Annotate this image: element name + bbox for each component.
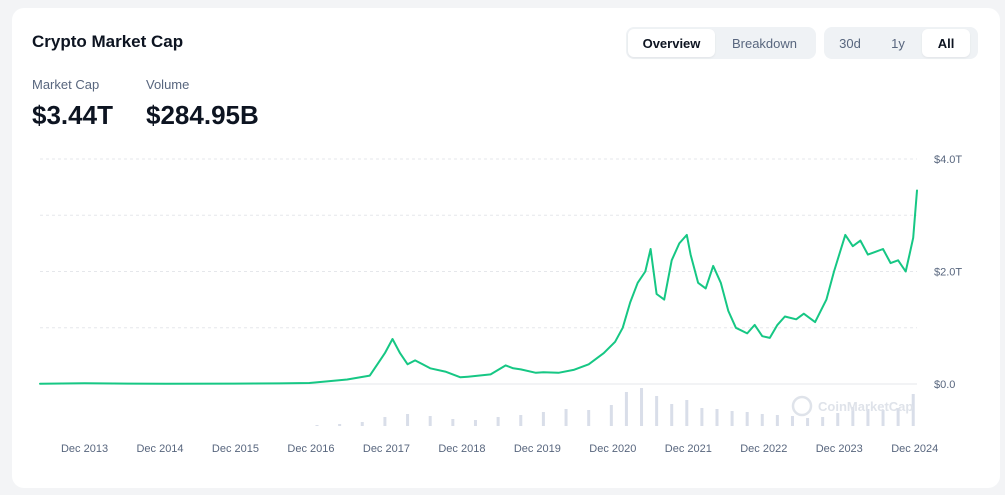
volume-bar bbox=[866, 409, 870, 426]
volume-bar bbox=[383, 417, 387, 426]
market-cap-label: Market Cap bbox=[32, 77, 100, 92]
volume-bar bbox=[775, 415, 779, 426]
range-1y-button[interactable]: 1y bbox=[874, 29, 922, 57]
market-cap-line bbox=[39, 189, 918, 385]
volume-bar bbox=[896, 408, 900, 426]
volume-bar bbox=[670, 404, 674, 426]
volume-bar bbox=[851, 407, 855, 426]
volume-bar bbox=[655, 396, 659, 426]
volume-bar bbox=[790, 416, 794, 426]
x-tick-label: Dec 2016 bbox=[287, 443, 334, 455]
x-tick-label: Dec 2022 bbox=[740, 443, 787, 455]
watermark-text: CoinMarketCap bbox=[818, 399, 913, 414]
volume-bar bbox=[496, 417, 500, 426]
volume-bar bbox=[315, 425, 319, 426]
volume-bar bbox=[451, 419, 455, 426]
volume-bar bbox=[745, 412, 749, 426]
x-tick-label: Dec 2018 bbox=[438, 443, 485, 455]
x-tick-label: Dec 2020 bbox=[589, 443, 636, 455]
volume-label: Volume bbox=[146, 77, 190, 92]
volume-bar bbox=[881, 410, 885, 426]
volume-bar bbox=[911, 394, 915, 426]
x-tick-label: Dec 2015 bbox=[212, 443, 259, 455]
volume-value: $284.95B bbox=[146, 100, 259, 130]
x-tick-label: Dec 2017 bbox=[363, 443, 410, 455]
y-tick-label: $2.0T bbox=[934, 267, 962, 279]
volume-bar bbox=[685, 400, 689, 426]
volume-bar bbox=[715, 409, 719, 426]
volume-bar bbox=[473, 420, 477, 426]
volume-bar bbox=[609, 405, 613, 426]
x-tick-label: Dec 2014 bbox=[136, 443, 183, 455]
market-cap-chart[interactable]: $0.0 $2.0T $4.0T Dec 2013 Dec 2014 Dec 2015 De… bbox=[12, 8, 1000, 488]
volume-bar bbox=[806, 418, 810, 426]
coinmarketcap-logo-icon bbox=[791, 395, 813, 417]
x-tick-label: Dec 2023 bbox=[816, 443, 863, 455]
x-tick-label: Dec 2013 bbox=[61, 443, 108, 455]
range-30d-button[interactable]: 30d bbox=[826, 29, 874, 57]
volume-bar bbox=[360, 422, 364, 426]
tab-overview[interactable]: Overview bbox=[628, 29, 715, 57]
volume-bar bbox=[700, 408, 704, 426]
volume-bar bbox=[624, 392, 628, 426]
volume-bar bbox=[338, 424, 342, 426]
x-tick-label: Dec 2019 bbox=[514, 443, 561, 455]
volume-bar bbox=[587, 410, 591, 426]
market-cap-card: Crypto Market Cap Overview Breakdown 30d… bbox=[12, 8, 1000, 488]
y-tick-label: $0.0 bbox=[934, 379, 955, 391]
volume-bar bbox=[821, 417, 825, 426]
volume-bar bbox=[519, 415, 523, 426]
volume-bar bbox=[760, 414, 764, 426]
x-tick-label: Dec 2021 bbox=[665, 443, 712, 455]
volume-bar bbox=[640, 388, 644, 426]
volume-bar bbox=[730, 411, 734, 426]
range-all-button[interactable]: All bbox=[922, 29, 970, 57]
card-title: Crypto Market Cap bbox=[32, 32, 184, 51]
market-cap-value: $3.44T bbox=[32, 100, 113, 130]
volume-bar bbox=[406, 414, 410, 426]
x-tick-label: Dec 2024 bbox=[891, 443, 938, 455]
volume-bar bbox=[541, 412, 545, 426]
tab-breakdown[interactable]: Breakdown bbox=[715, 29, 814, 57]
range-tab-group: 30d 1y All bbox=[824, 27, 978, 59]
volume-bar bbox=[428, 416, 432, 426]
y-tick-label: $4.0T bbox=[934, 154, 962, 166]
volume-bar bbox=[564, 409, 568, 426]
volume-bar bbox=[836, 413, 840, 426]
view-tab-group: Overview Breakdown bbox=[626, 27, 816, 59]
